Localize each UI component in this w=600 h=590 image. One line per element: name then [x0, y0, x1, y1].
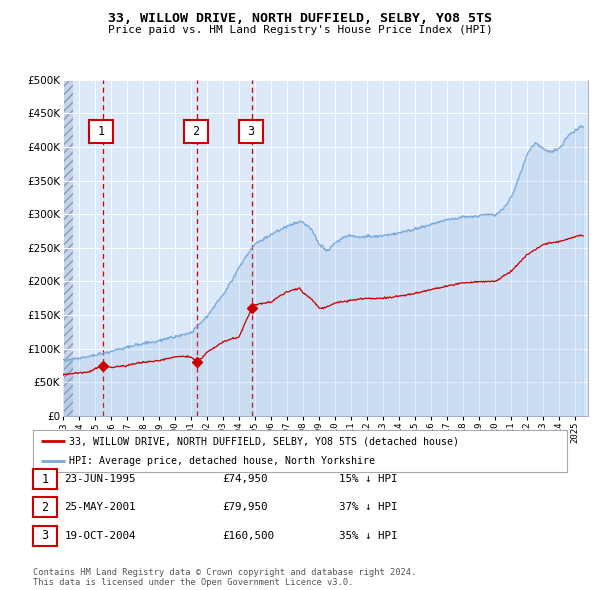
Text: 35% ↓ HPI: 35% ↓ HPI: [339, 531, 397, 540]
Text: 3: 3: [247, 125, 254, 138]
Text: 19-OCT-2004: 19-OCT-2004: [64, 531, 136, 540]
Text: 15% ↓ HPI: 15% ↓ HPI: [339, 474, 397, 484]
Text: 2: 2: [41, 501, 49, 514]
Text: 3: 3: [41, 529, 49, 542]
Text: This data is licensed under the Open Government Licence v3.0.: This data is licensed under the Open Gov…: [33, 578, 353, 588]
Text: £79,950: £79,950: [222, 503, 268, 512]
Text: 2: 2: [193, 125, 200, 138]
Text: 1: 1: [41, 473, 49, 486]
Text: £160,500: £160,500: [222, 531, 274, 540]
Text: Price paid vs. HM Land Registry's House Price Index (HPI): Price paid vs. HM Land Registry's House …: [107, 25, 493, 35]
Text: HPI: Average price, detached house, North Yorkshire: HPI: Average price, detached house, Nort…: [70, 457, 376, 466]
Text: 25-MAY-2001: 25-MAY-2001: [64, 503, 136, 512]
Text: 33, WILLOW DRIVE, NORTH DUFFIELD, SELBY, YO8 5TS: 33, WILLOW DRIVE, NORTH DUFFIELD, SELBY,…: [108, 12, 492, 25]
Text: Contains HM Land Registry data © Crown copyright and database right 2024.: Contains HM Land Registry data © Crown c…: [33, 568, 416, 577]
Text: 33, WILLOW DRIVE, NORTH DUFFIELD, SELBY, YO8 5TS (detached house): 33, WILLOW DRIVE, NORTH DUFFIELD, SELBY,…: [70, 437, 460, 447]
Bar: [63, 80, 73, 416]
Text: 23-JUN-1995: 23-JUN-1995: [64, 474, 136, 484]
Text: 1: 1: [98, 125, 105, 138]
Text: 37% ↓ HPI: 37% ↓ HPI: [339, 503, 397, 512]
Text: £74,950: £74,950: [222, 474, 268, 484]
